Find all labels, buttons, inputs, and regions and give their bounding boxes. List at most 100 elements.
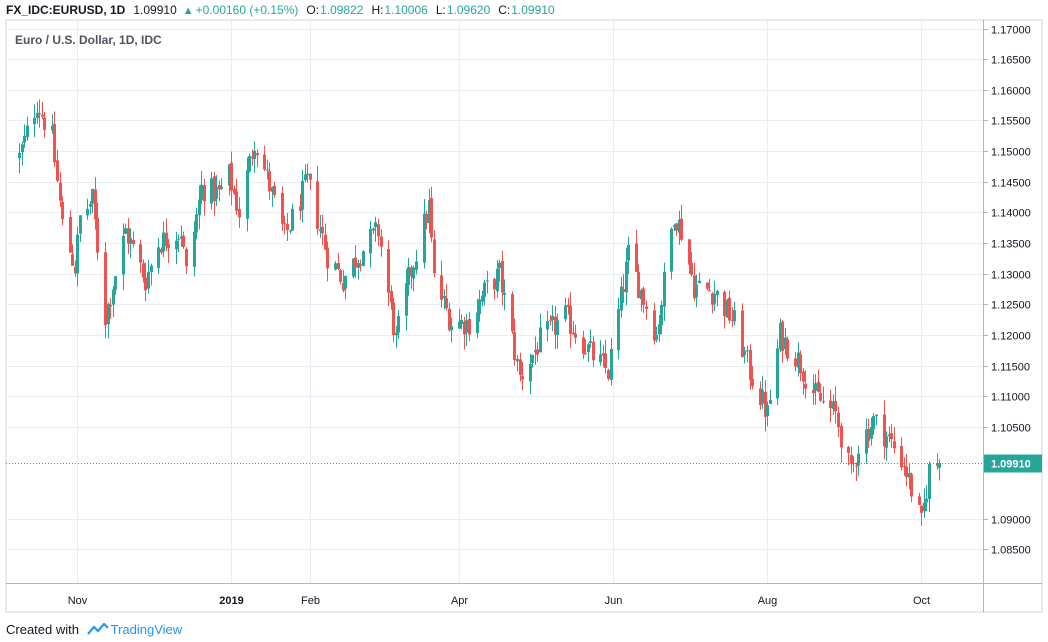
candle-down: [936, 453, 939, 470]
candle-body: [43, 117, 46, 130]
candle-down: [324, 223, 327, 251]
candle-body: [268, 171, 271, 192]
candle-up: [397, 310, 400, 340]
candle-down: [764, 380, 767, 432]
candle-up: [465, 313, 468, 347]
candle-body: [812, 389, 815, 394]
candle-up: [599, 340, 602, 366]
candle-body: [574, 333, 577, 338]
candle-body: [923, 502, 926, 512]
price-tick-label: 1.10500: [991, 423, 1031, 435]
candle-up: [412, 265, 415, 292]
candle-body: [521, 376, 524, 380]
candle-body: [819, 392, 822, 401]
candle-body: [89, 204, 92, 207]
last-price-label: 1.09910: [991, 459, 1031, 471]
candle-body: [741, 310, 744, 357]
candle-up: [872, 412, 875, 436]
candle-body: [743, 350, 746, 355]
price-tick-label: 1.09000: [991, 515, 1031, 527]
candle-down: [799, 350, 802, 382]
last-close-value: 1.09910: [133, 3, 177, 17]
candle-body: [645, 306, 648, 309]
candle-body: [387, 249, 390, 293]
price-tick-label: 1.11500: [991, 362, 1030, 374]
candle-body: [875, 414, 878, 417]
candle-body: [905, 466, 908, 478]
candle-body: [885, 436, 888, 448]
candle-body: [198, 199, 201, 216]
candle-up: [610, 338, 613, 386]
candle-down: [850, 446, 853, 474]
candle-body: [908, 473, 911, 478]
candle-down: [554, 305, 557, 350]
candle-body: [852, 463, 855, 465]
candle-body: [283, 222, 286, 224]
candle-body: [71, 254, 74, 266]
candle-body: [357, 263, 360, 268]
candle-down: [43, 111, 46, 138]
candle-up: [531, 354, 534, 368]
time-axis[interactable]: Nov 2019 Feb Apr Jun Aug Oct: [68, 595, 930, 607]
candle-down: [410, 265, 413, 290]
candle-body: [850, 454, 853, 464]
candle-down: [802, 368, 805, 395]
candle-down: [233, 185, 236, 196]
candle-body: [498, 262, 501, 269]
candle-body: [706, 282, 709, 289]
candle-body: [592, 341, 595, 361]
candle-body: [567, 304, 570, 307]
candle-down: [728, 290, 731, 324]
candle-up: [481, 290, 484, 307]
candle-body: [536, 349, 539, 355]
open-label: O:: [306, 3, 320, 17]
candlestick-chart[interactable]: 1.09910 1.17000 1.16500 1.16000 1.15500 1.15…: [0, 0, 1048, 620]
candle-body: [925, 498, 928, 503]
price-axis[interactable]: 1.17000 1.16500 1.16000 1.15500 1.15000 1.145…: [983, 25, 1031, 557]
candle-body: [273, 185, 276, 196]
candle-down: [445, 283, 448, 311]
candle-body: [339, 270, 342, 282]
candle-up: [407, 257, 410, 296]
candle-body: [589, 341, 592, 343]
candle-down: [920, 505, 923, 526]
candle-body: [107, 303, 110, 325]
candle-up: [564, 297, 567, 322]
candle-up: [374, 216, 377, 242]
candle-down: [425, 210, 428, 230]
candle-body: [96, 217, 99, 253]
candle-down: [238, 197, 241, 228]
candle-body: [210, 178, 213, 204]
candle-up: [122, 223, 125, 290]
candle-body: [900, 446, 903, 468]
candle-body: [306, 173, 309, 176]
candle-body: [840, 425, 843, 448]
candle-up: [306, 163, 309, 183]
candle-up: [885, 431, 888, 461]
candle-up: [769, 389, 772, 405]
candle-down: [637, 264, 640, 299]
candle-down: [511, 291, 514, 334]
candle-body: [326, 247, 329, 269]
candle-body: [253, 150, 256, 159]
candle-body: [235, 191, 238, 211]
candle-body: [529, 364, 532, 382]
candle-down: [759, 381, 762, 410]
candle-body: [53, 123, 56, 163]
candle-down: [918, 492, 921, 505]
price-tick-label: 1.12000: [991, 331, 1031, 343]
candle-down: [604, 339, 607, 374]
candle-body: [56, 160, 59, 181]
created-with-credit[interactable]: Created with TradingView: [6, 620, 182, 640]
candle-down: [440, 260, 443, 308]
candle-up: [89, 201, 92, 215]
candle-body: [865, 429, 868, 454]
candle-body: [493, 279, 496, 290]
candle-down: [493, 277, 496, 300]
candle-body: [503, 292, 506, 295]
candle-down: [359, 259, 362, 272]
candle-body: [74, 266, 77, 274]
candle-up: [301, 169, 304, 223]
candle-down: [299, 194, 302, 221]
candle-down: [786, 336, 789, 362]
